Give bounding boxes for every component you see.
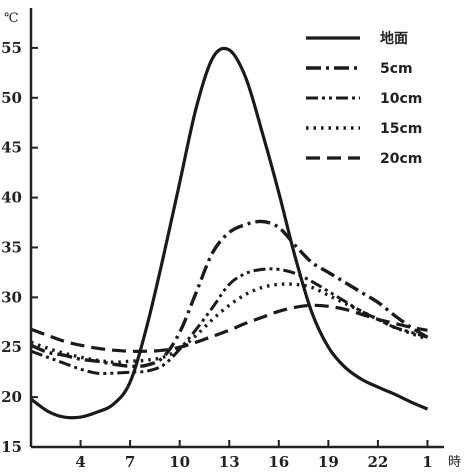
x-tick-label: 10 bbox=[169, 453, 190, 471]
series-line-4 bbox=[30, 282, 429, 364]
x-tick-label: 7 bbox=[125, 453, 135, 471]
x-tick-label: 19 bbox=[318, 453, 339, 471]
legend-label-5: 20cm bbox=[380, 151, 422, 167]
series-line-1 bbox=[30, 46, 429, 420]
legend-label-3: 10cm bbox=[380, 91, 422, 107]
series-line-5 bbox=[30, 303, 428, 353]
y-tick-label: 45 bbox=[1, 139, 22, 157]
y-unit-label: ℃ bbox=[4, 11, 19, 26]
x-tick-label: 4 bbox=[75, 453, 85, 471]
x-tick-label: 13 bbox=[219, 453, 240, 471]
y-tick-label: 25 bbox=[1, 338, 22, 356]
y-tick-label: 15 bbox=[1, 438, 22, 456]
legend-label-1: 地面 bbox=[380, 30, 408, 47]
legend-label-4: 15cm bbox=[380, 121, 422, 137]
y-tick-label: 50 bbox=[1, 89, 22, 107]
x-tick-label: 22 bbox=[367, 453, 388, 471]
legend-label-2: 5cm bbox=[380, 61, 413, 77]
y-tick-label: 30 bbox=[1, 288, 22, 306]
y-tick-label: 35 bbox=[1, 238, 22, 256]
series-line-3 bbox=[30, 267, 428, 375]
axes bbox=[29, 8, 444, 449]
x-tick-label: 16 bbox=[268, 453, 289, 471]
series-line-2 bbox=[30, 219, 429, 369]
x-tick-label: 1 bbox=[422, 453, 432, 471]
ticks: 15 20 25 30 35 40 45 50 55 4 7 10 13 16 19 22 1 bbox=[1, 39, 433, 471]
legend: 地面 5cm 10cm 15cm 20cm bbox=[306, 30, 422, 167]
y-tick-label: 55 bbox=[1, 39, 22, 57]
y-tick-label: 20 bbox=[1, 388, 22, 406]
series-layer bbox=[30, 46, 429, 420]
y-tick-label: 40 bbox=[1, 189, 22, 207]
x-unit-label: 時 bbox=[448, 455, 461, 470]
